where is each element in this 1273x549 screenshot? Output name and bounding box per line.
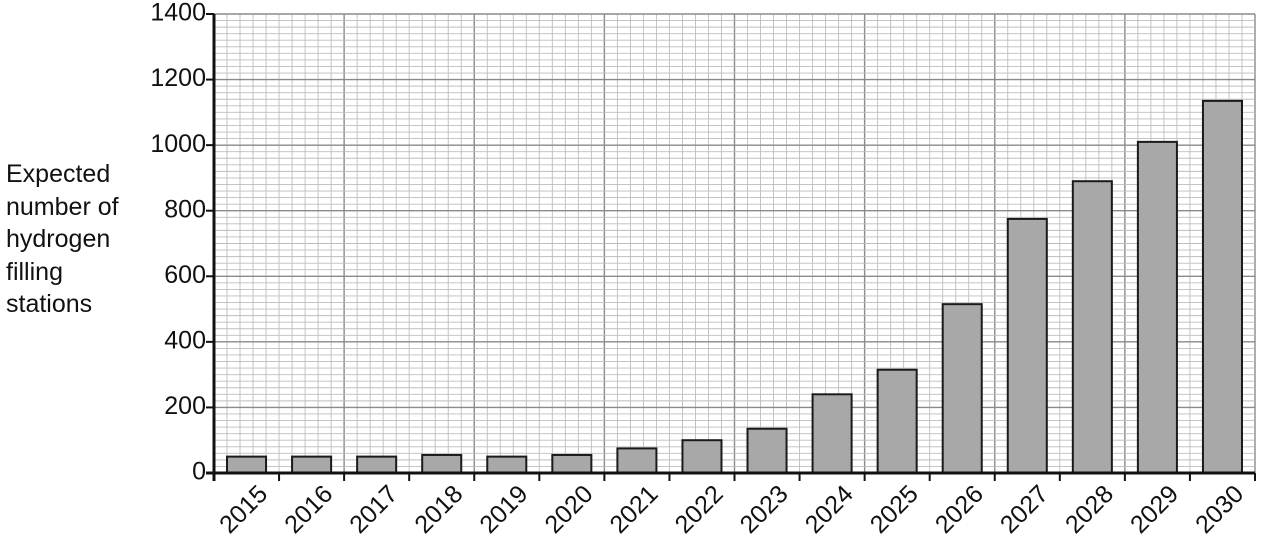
y-tick-label: 1000 bbox=[150, 130, 206, 158]
x-tick-label: 2029 bbox=[1125, 480, 1184, 539]
y-tick-label: 0 bbox=[192, 458, 206, 486]
bar-2022 bbox=[681, 439, 723, 475]
y-axis-label: Expected number of hydrogen filling stat… bbox=[6, 158, 119, 321]
x-tick-label: 2023 bbox=[735, 480, 794, 539]
y-axis-label-line: filling bbox=[6, 257, 63, 286]
bar-2018 bbox=[421, 453, 463, 475]
bar-2030 bbox=[1201, 99, 1243, 474]
bar-2024 bbox=[811, 393, 853, 475]
x-tick-label: 2026 bbox=[930, 480, 989, 539]
bar-2026 bbox=[941, 303, 983, 474]
x-tick-label: 2027 bbox=[995, 480, 1054, 539]
x-tick-label: 2030 bbox=[1190, 480, 1249, 539]
bar-2015 bbox=[226, 455, 268, 475]
grid bbox=[214, 13, 1256, 473]
bar-2016 bbox=[291, 455, 333, 475]
y-tick-label: 1200 bbox=[150, 64, 206, 92]
y-tick-label: 800 bbox=[164, 195, 206, 223]
x-tick-label: 2017 bbox=[344, 480, 403, 539]
bar-2023 bbox=[746, 427, 788, 475]
x-tick-label: 2028 bbox=[1060, 480, 1119, 539]
y-axis-label-line: hydrogen bbox=[6, 225, 111, 253]
bar-2028 bbox=[1071, 180, 1113, 474]
x-tick-label: 2019 bbox=[474, 480, 533, 539]
x-tick-label: 2020 bbox=[539, 480, 598, 539]
y-axis-label-line: Expected bbox=[6, 160, 111, 188]
bar-2017 bbox=[356, 455, 398, 475]
y-tick-label: 600 bbox=[164, 261, 206, 289]
x-tick-label: 2015 bbox=[214, 480, 273, 539]
y-tick-label: 200 bbox=[164, 392, 206, 420]
x-tick-label: 2024 bbox=[800, 480, 859, 539]
axes bbox=[206, 13, 1256, 481]
bar-2025 bbox=[876, 368, 918, 475]
x-tick-label: 2016 bbox=[279, 480, 338, 539]
x-tick-label: 2018 bbox=[409, 480, 468, 539]
x-tick-label: 2025 bbox=[865, 480, 924, 539]
y-axis-label-line: number of bbox=[6, 192, 119, 221]
x-tick-labels: 2015 2016 2017 2018 2019 2020 2021 2022 2023 2024… bbox=[214, 480, 1249, 539]
bar-2021 bbox=[616, 447, 658, 474]
y-tick-label: 400 bbox=[164, 326, 206, 354]
bars bbox=[226, 99, 1243, 475]
y-axis-label-line: stations bbox=[6, 290, 93, 318]
bar-2027 bbox=[1006, 217, 1048, 474]
bar-2029 bbox=[1136, 140, 1178, 474]
x-tick-label: 2021 bbox=[604, 480, 663, 539]
bar-2020 bbox=[551, 453, 593, 475]
bar-2019 bbox=[486, 455, 528, 475]
x-tick-label: 2022 bbox=[670, 480, 729, 539]
y-tick-label: 1400 bbox=[150, 0, 206, 27]
y-tick-labels: 0 200 400 600 800 1000 1200 1400 bbox=[150, 0, 206, 486]
